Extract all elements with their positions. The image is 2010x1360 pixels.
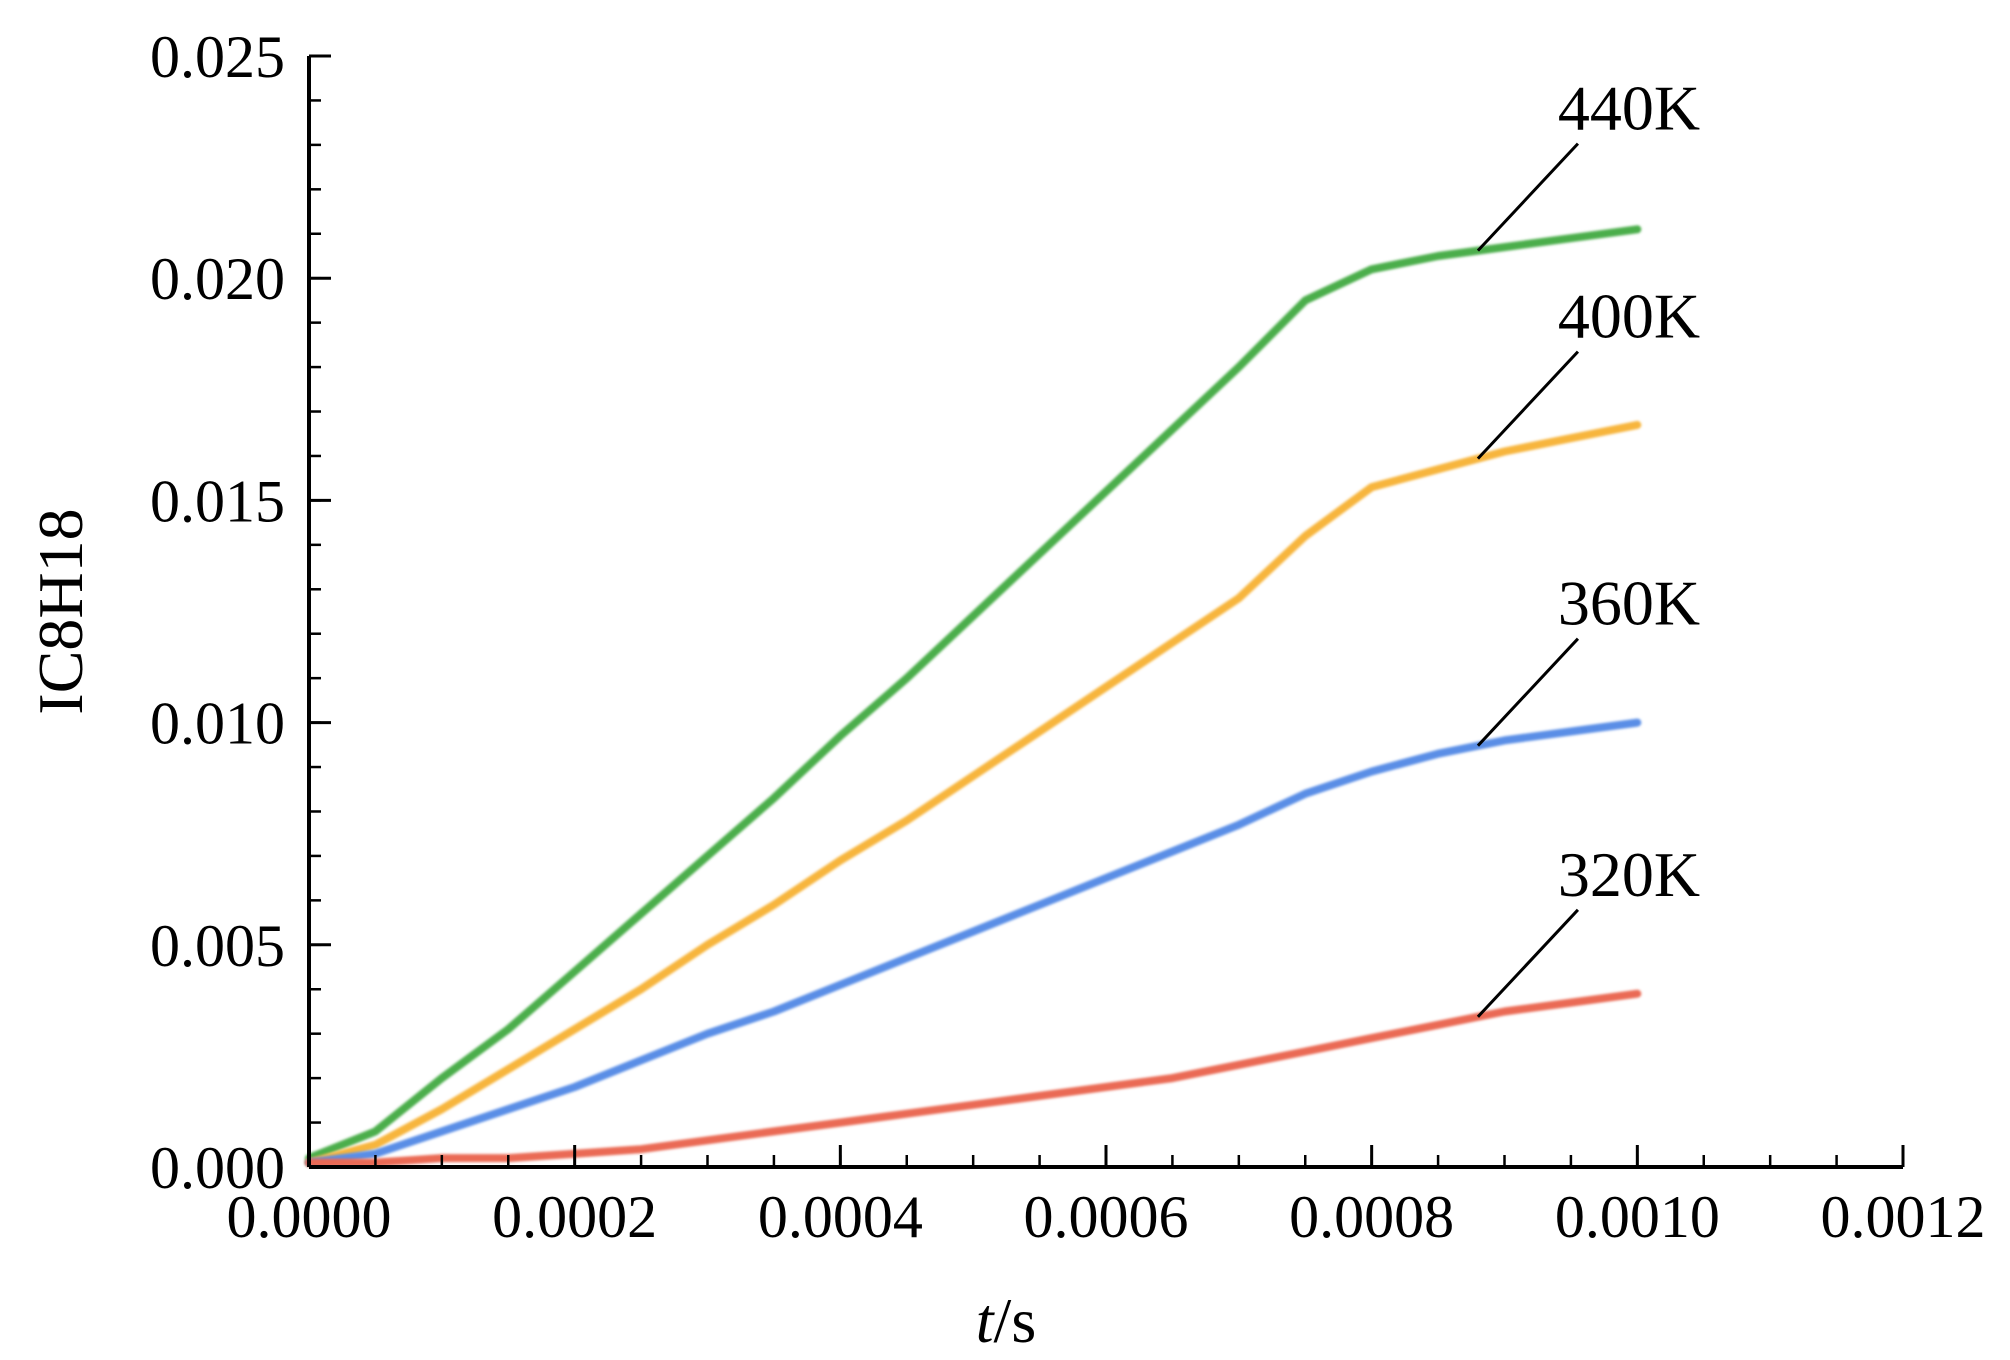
x-tick-label: 0.0008	[1289, 1184, 1454, 1250]
x-tick-label: 0.0002	[492, 1184, 657, 1250]
leader-line-360k	[1476, 637, 1580, 747]
x-tick-label: 0.0004	[758, 1184, 923, 1250]
leader-line-400k	[1476, 350, 1580, 460]
leader-line-440k	[1476, 142, 1580, 252]
y-axis-title: IC8H18	[25, 508, 96, 714]
y-tick-label: 0.000	[150, 1135, 285, 1201]
series-label-400k: 400K	[1558, 281, 1700, 352]
series-line-320k	[305, 989, 1642, 1167]
x-axis-title-unit: /s	[994, 1285, 1037, 1356]
x-axis-title-symbol: t	[976, 1285, 996, 1356]
series-layer	[305, 225, 1642, 1167]
series-label-320k: 320K	[1558, 839, 1700, 910]
y-tick-label: 0.020	[150, 246, 285, 312]
series-labels: 440K 400K 360K 320K	[1476, 73, 1700, 1018]
y-tick-label: 0.005	[150, 913, 285, 979]
x-axis-title: t/s	[976, 1285, 1036, 1356]
x-tick-label: 0.0000	[227, 1184, 392, 1250]
x-tick-label: 0.0010	[1555, 1184, 1720, 1250]
series-label-360k: 360K	[1558, 568, 1700, 639]
series-line-360k	[305, 718, 1642, 1167]
y-tick-label: 0.010	[150, 691, 285, 757]
series-line-400k	[305, 420, 1642, 1167]
leader-line-320k	[1476, 908, 1580, 1018]
x-tick-label: 0.0012	[1821, 1184, 1986, 1250]
series-line-440k	[305, 225, 1642, 1163]
x-tick-label: 0.0006	[1024, 1184, 1189, 1250]
ticks-layer: 0.0000 0.0002 0.0004 0.0006 0.0008 0.0010 0.00…	[150, 24, 1986, 1250]
y-tick-label: 0.015	[150, 468, 285, 534]
y-tick-label: 0.025	[150, 24, 285, 90]
series-label-440k: 440K	[1558, 73, 1700, 144]
